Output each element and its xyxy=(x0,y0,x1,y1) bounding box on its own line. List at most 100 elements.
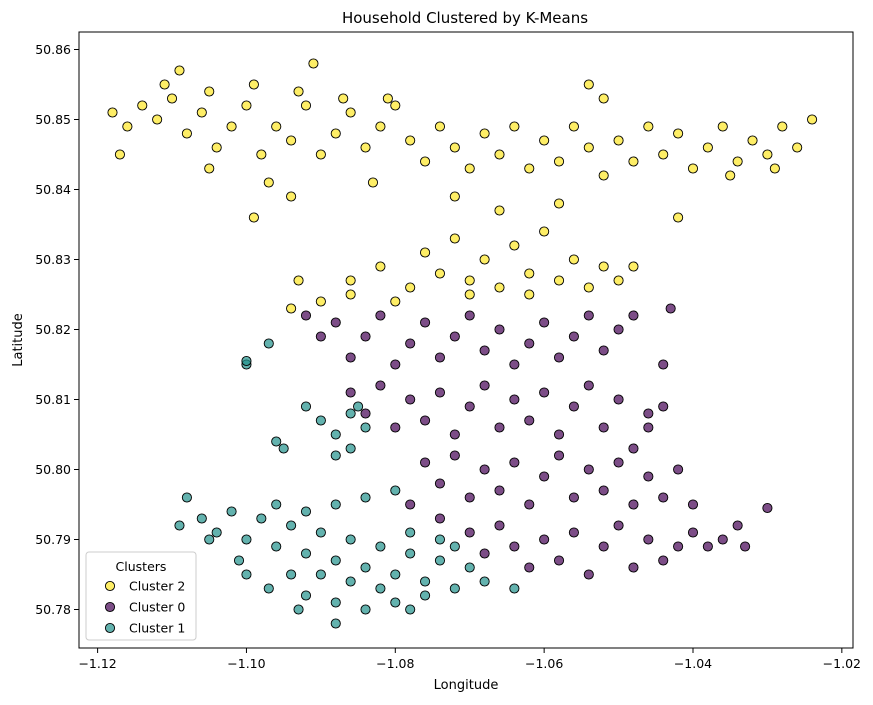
point-cluster-0-4 xyxy=(166,93,178,104)
point-cluster-0-79 xyxy=(509,240,520,251)
point-cluster-1-74 xyxy=(613,520,624,531)
point-cluster-2-51 xyxy=(315,415,326,426)
point-cluster-0-93 xyxy=(464,289,475,300)
point-cluster-1-27 xyxy=(405,394,416,405)
point-cluster-1-9 xyxy=(434,352,446,363)
point-cluster-2-25 xyxy=(360,604,371,615)
point-cluster-1-80 xyxy=(702,541,713,552)
point-cluster-1-70 xyxy=(553,555,565,566)
plot-area-frame xyxy=(78,31,854,649)
point-cluster-1-21 xyxy=(613,324,624,335)
point-cluster-2-20 xyxy=(286,569,297,580)
y-tick-label: 50.80 xyxy=(35,462,71,477)
point-cluster-1-85 xyxy=(665,303,676,314)
point-cluster-1-10 xyxy=(449,331,460,342)
point-cluster-0-86 xyxy=(613,275,624,286)
point-cluster-0-17 xyxy=(360,142,371,153)
point-cluster-1-60 xyxy=(643,471,654,482)
point-cluster-0-6 xyxy=(196,107,207,118)
point-cluster-1-77 xyxy=(658,555,669,566)
point-cluster-2-47 xyxy=(345,408,356,419)
point-cluster-1-7 xyxy=(405,338,416,349)
point-cluster-1-12 xyxy=(479,345,490,356)
point-cluster-1-57 xyxy=(598,485,609,496)
point-cluster-0-37 xyxy=(658,149,669,160)
point-cluster-2-55 xyxy=(271,436,282,447)
point-cluster-0-94 xyxy=(524,289,535,300)
point-cluster-0-41 xyxy=(717,121,728,132)
point-cluster-1-69 xyxy=(539,534,550,545)
x-axis-label: Longitude xyxy=(434,678,499,693)
point-cluster-2-35 xyxy=(405,527,416,538)
point-cluster-2-52 xyxy=(300,401,312,412)
point-cluster-0-32 xyxy=(583,142,594,153)
point-cluster-2-30 xyxy=(271,499,282,510)
point-cluster-1-36 xyxy=(539,387,550,398)
point-cluster-0-83 xyxy=(568,254,579,265)
point-cluster-1-46 xyxy=(434,478,446,489)
point-cluster-1-72 xyxy=(583,569,594,580)
point-cluster-2-10 xyxy=(330,555,341,566)
point-cluster-0-63 xyxy=(494,205,505,216)
y-tick-label: 50.79 xyxy=(35,532,71,547)
point-cluster-0-8 xyxy=(226,121,237,132)
point-cluster-0-57 xyxy=(248,212,259,223)
point-cluster-2-11 xyxy=(345,534,356,545)
point-cluster-1-35 xyxy=(524,415,535,426)
point-cluster-1-23 xyxy=(345,387,356,398)
y-tick-label: 50.78 xyxy=(35,602,71,617)
point-cluster-1-34 xyxy=(509,394,520,405)
y-tick-label: 50.86 xyxy=(35,42,71,57)
point-cluster-0-73 xyxy=(420,247,431,258)
point-cluster-1-51 xyxy=(509,457,520,468)
point-cluster-1-15 xyxy=(524,338,535,349)
point-cluster-0-7 xyxy=(211,142,222,153)
y-axis-ticks: 50.78 50.79 50.80 50.81 50.82 50.83 50.84 50.85… xyxy=(35,42,79,617)
point-cluster-1-11 xyxy=(464,310,475,321)
y-tick-label: 50.82 xyxy=(35,322,71,337)
x-tick-label: −1.04 xyxy=(674,656,712,671)
x-tick-label: −1.06 xyxy=(525,656,563,671)
point-cluster-1-65 xyxy=(479,548,490,559)
point-cluster-2-7 xyxy=(286,520,297,531)
point-cluster-0-35 xyxy=(628,156,639,167)
point-cluster-2-41 xyxy=(204,534,215,545)
x-tick-label: −1.02 xyxy=(823,656,861,671)
y-axis-label: Latitude xyxy=(11,313,26,367)
point-cluster-0-39 xyxy=(687,163,699,174)
point-cluster-1-40 xyxy=(598,422,609,433)
point-cluster-0-1 xyxy=(122,121,133,132)
point-cluster-0-49 xyxy=(159,79,170,90)
point-cluster-0-21 xyxy=(420,156,431,167)
point-cluster-0-61 xyxy=(263,177,274,188)
point-cluster-1-5 xyxy=(375,310,386,321)
point-cluster-0-67 xyxy=(673,212,684,223)
point-cluster-1-71 xyxy=(568,527,579,538)
point-cluster-1-37 xyxy=(553,429,565,440)
point-cluster-0-85 xyxy=(598,261,609,272)
point-cluster-1-33 xyxy=(494,422,505,433)
point-cluster-1-73 xyxy=(598,541,609,552)
point-cluster-0-9 xyxy=(241,100,252,111)
point-cluster-0-14 xyxy=(315,149,326,160)
point-cluster-2-34 xyxy=(390,485,401,496)
point-cluster-1-42 xyxy=(628,443,639,454)
point-cluster-2-42 xyxy=(233,555,245,566)
point-cluster-0-48 xyxy=(114,149,125,160)
point-cluster-1-8 xyxy=(420,317,431,328)
point-cluster-0-77 xyxy=(479,254,490,265)
point-cluster-1-39 xyxy=(583,380,594,391)
point-cluster-0-31 xyxy=(568,121,579,132)
point-cluster-0-34 xyxy=(613,135,624,146)
point-cluster-1-82 xyxy=(732,520,743,531)
point-cluster-0-87 xyxy=(628,261,639,272)
point-cluster-0-71 xyxy=(375,261,386,272)
point-cluster-0-40 xyxy=(702,142,713,153)
point-cluster-1-16 xyxy=(539,317,550,328)
x-tick-label: −1.10 xyxy=(227,656,265,671)
point-cluster-0-0 xyxy=(107,107,118,118)
point-cluster-1-86 xyxy=(658,401,669,412)
point-cluster-2-37 xyxy=(449,541,460,552)
point-cluster-0-82 xyxy=(553,275,565,286)
